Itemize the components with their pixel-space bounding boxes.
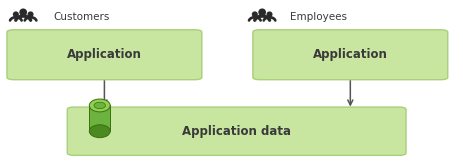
FancyBboxPatch shape [7,30,201,80]
Ellipse shape [89,99,110,112]
FancyBboxPatch shape [252,30,447,80]
Text: Employees: Employees [289,12,346,22]
Ellipse shape [94,102,105,109]
Ellipse shape [266,11,272,17]
FancyBboxPatch shape [67,107,405,155]
Ellipse shape [13,11,19,17]
Ellipse shape [258,9,265,16]
Text: Application: Application [312,48,387,61]
Ellipse shape [27,11,33,17]
Text: Application: Application [67,48,142,61]
Text: Customers: Customers [53,12,109,22]
Text: Application data: Application data [182,125,290,138]
Ellipse shape [19,9,27,16]
Ellipse shape [251,11,257,17]
Polygon shape [89,105,110,131]
Ellipse shape [89,125,110,138]
